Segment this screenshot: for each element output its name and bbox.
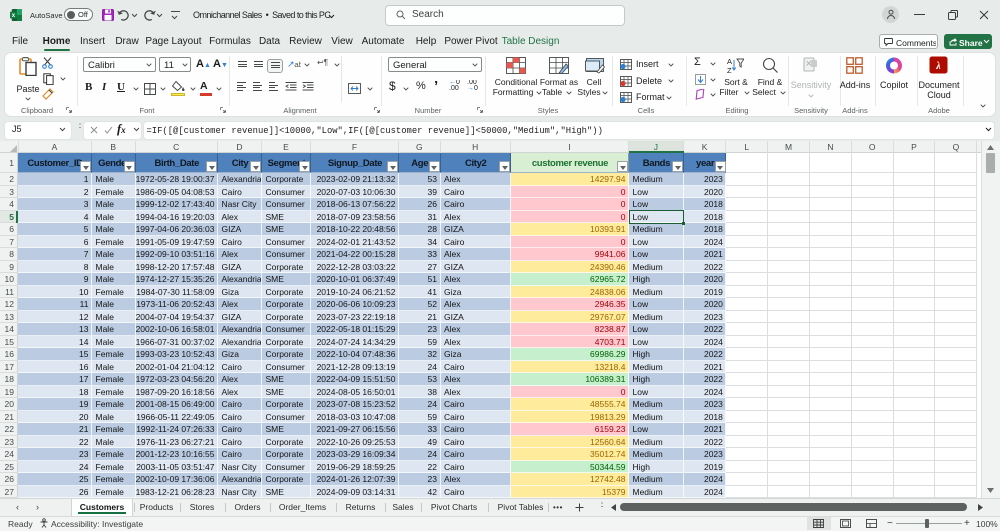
svg-text:Z: Z xyxy=(727,66,732,74)
svg-text:A: A xyxy=(727,57,732,66)
svg-text:x: x xyxy=(12,13,16,19)
svg-text:λ: λ xyxy=(935,61,941,72)
